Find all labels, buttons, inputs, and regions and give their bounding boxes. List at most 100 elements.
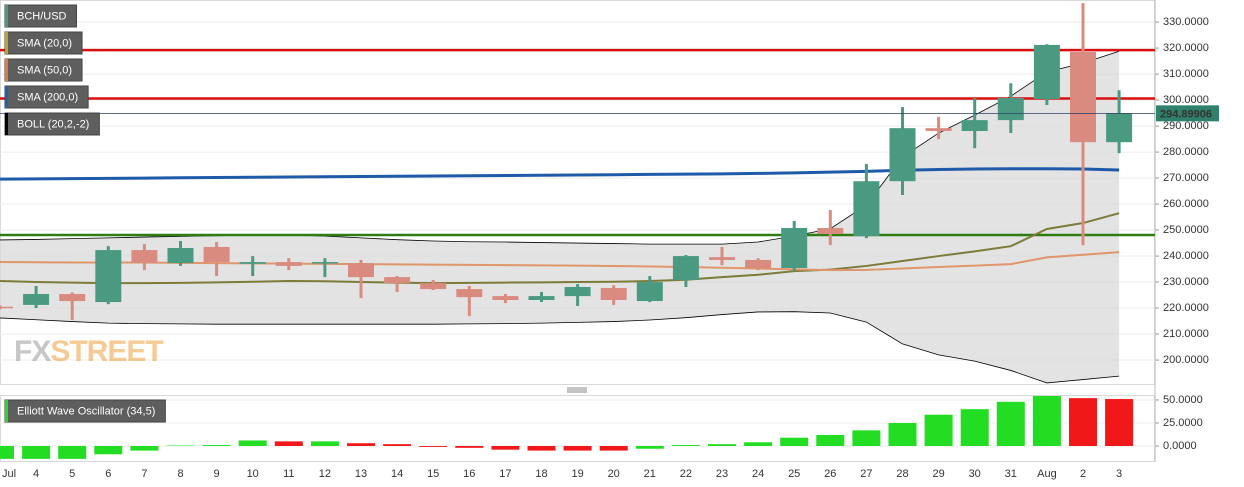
oscillator-bar xyxy=(816,434,845,446)
x-tick-label: 16 xyxy=(463,468,475,480)
legend-swatch xyxy=(5,113,8,135)
candle-body xyxy=(239,262,266,264)
x-tick-label: 28 xyxy=(896,468,908,480)
candle-body xyxy=(59,294,86,302)
oscillator-bar xyxy=(1105,399,1134,446)
candle-wick xyxy=(70,292,74,321)
candle-body xyxy=(167,248,194,264)
candle-body xyxy=(781,227,808,269)
oscillator-bar xyxy=(599,445,628,451)
sma-line xyxy=(0,212,1120,285)
x-tick-label: 11 xyxy=(283,468,294,480)
oscillator-bar xyxy=(238,440,267,446)
y-tick-label: 200.0000 xyxy=(1163,354,1209,366)
candle-body xyxy=(564,286,591,297)
candle-body xyxy=(997,98,1024,121)
oscillator-bar xyxy=(852,430,881,446)
x-tick-label: 12 xyxy=(319,468,331,480)
y-tick-label: 330.0000 xyxy=(1163,16,1209,28)
legend-label: SMA (20,0) xyxy=(17,37,72,49)
candle-body xyxy=(456,289,483,298)
oscillator-bar xyxy=(924,414,953,446)
oscillator-bar xyxy=(960,409,989,446)
y-tick-label: 210.0000 xyxy=(1163,328,1209,340)
y-tick-label: 230.0000 xyxy=(1163,276,1209,288)
x-tick-label: 18 xyxy=(535,468,547,480)
candle-body xyxy=(672,256,699,280)
x-tick-label: 7 xyxy=(141,468,147,480)
oscillator-bar xyxy=(0,445,14,459)
legend-label: SMA (200,0) xyxy=(17,91,78,103)
legend-label: SMA (50,0) xyxy=(17,64,72,76)
oscillator-bar xyxy=(130,445,159,451)
x-tick-label: 27 xyxy=(860,468,872,480)
oscillator-bar xyxy=(202,445,231,446)
x-tick-label: 19 xyxy=(571,468,583,480)
oscillator-bar xyxy=(635,445,664,449)
candle-body xyxy=(1033,44,1060,100)
oscillator-plot xyxy=(0,396,1155,459)
candle-body xyxy=(1106,113,1133,143)
candle-body xyxy=(23,294,50,305)
candle-body xyxy=(384,277,411,284)
candle-body xyxy=(203,246,230,263)
watermark: FXSTREET xyxy=(14,335,163,368)
oscillator-bar xyxy=(888,422,917,446)
x-tick-label: 8 xyxy=(177,468,183,480)
band-lower xyxy=(0,311,1120,384)
y-tick-label: 50.0000 xyxy=(1163,394,1203,406)
y-tick-label: 290.0000 xyxy=(1163,120,1209,132)
last-price-box xyxy=(1156,105,1219,122)
oscillator-bar xyxy=(780,437,809,446)
y-tick-label: 260.0000 xyxy=(1163,198,1209,210)
y-tick-label: 0.0000 xyxy=(1163,440,1197,452)
oscillator-bar xyxy=(1032,396,1061,446)
candle-wick xyxy=(937,116,941,140)
candle-body xyxy=(925,128,952,132)
candle-body xyxy=(1070,51,1096,143)
x-tick-label: Aug xyxy=(1037,468,1057,480)
candle-body xyxy=(636,282,663,302)
x-tick-label: 25 xyxy=(788,468,800,480)
oscillator-bar xyxy=(996,401,1025,446)
y-tick-label: 250.0000 xyxy=(1163,224,1209,236)
x-tick-label: 23 xyxy=(716,468,728,480)
oscillator-bar xyxy=(563,445,592,451)
main-plot: FXSTREET xyxy=(0,3,1155,384)
watermark-part: FX xyxy=(14,335,51,368)
x-tick-label: 3 xyxy=(1116,468,1122,480)
oscillator-bar xyxy=(491,445,520,450)
oscillator-bar xyxy=(58,445,87,459)
candle-body xyxy=(95,250,122,303)
oscillator-bar xyxy=(708,444,736,446)
x-tick-label: 2 xyxy=(1080,468,1086,480)
candle-body xyxy=(709,257,735,260)
oscillator-bar xyxy=(347,443,375,446)
y-tick-label: 300.0000 xyxy=(1163,94,1209,106)
y-tick-label: 270.0000 xyxy=(1163,172,1209,184)
candle-wick xyxy=(251,256,255,277)
y-tick-label: 310.0000 xyxy=(1163,68,1209,80)
y-tick-label: 320.0000 xyxy=(1163,42,1209,54)
oscillator-bar xyxy=(527,445,556,451)
x-tick-label: 21 xyxy=(644,468,656,480)
oscillator-bar xyxy=(383,444,412,446)
y-tick-label: 240.0000 xyxy=(1163,250,1209,262)
x-tick-label: 15 xyxy=(427,468,439,480)
candle-body xyxy=(311,262,338,264)
legend-swatch xyxy=(5,32,8,54)
x-tick-label: 13 xyxy=(355,468,367,480)
x-tick-label: 9 xyxy=(214,468,220,480)
x-tick-label: 14 xyxy=(391,468,403,480)
candle-wick xyxy=(467,285,471,317)
oscillator-bar xyxy=(274,441,303,446)
legend-label: BCH/USD xyxy=(17,10,67,22)
candle-wick xyxy=(359,259,363,299)
candle-body xyxy=(745,259,772,269)
candle-body xyxy=(889,128,916,182)
candle-body xyxy=(528,296,555,300)
sma-line xyxy=(0,167,1120,181)
legend-label: Elliott Wave Oscillator (34,5) xyxy=(17,405,155,417)
candle-wick xyxy=(720,246,724,266)
legend-swatch xyxy=(5,86,8,108)
